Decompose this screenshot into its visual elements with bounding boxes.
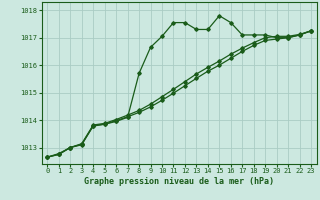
X-axis label: Graphe pression niveau de la mer (hPa): Graphe pression niveau de la mer (hPa) xyxy=(84,177,274,186)
